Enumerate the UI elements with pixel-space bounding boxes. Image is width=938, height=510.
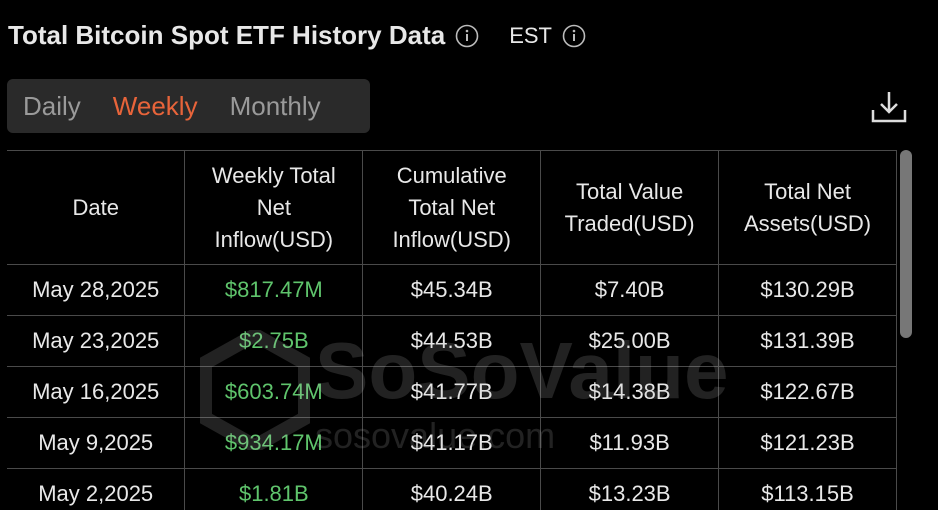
- title: Total Bitcoin Spot ETF History Data: [8, 20, 446, 50]
- table-cell: May 2,2025: [7, 468, 186, 510]
- timezone: EST: [509, 22, 552, 48]
- table-row: May 9,2025 $934.17M $41.17B $11.93B $121.23B: [7, 417, 897, 469]
- table-cell: May 16,2025: [7, 366, 186, 418]
- table-cell: $130.29B: [718, 264, 897, 316]
- table-row: May 23,2025 $2.75B $44.53B $25.00B $131.39B: [7, 315, 897, 367]
- table-cell: $603.74M: [184, 366, 364, 418]
- table-cell: $45.34B: [362, 264, 542, 316]
- column-header: Weekly Total Net Inflow(USD): [184, 150, 364, 265]
- header: Total Bitcoin Spot ETF History Data EST: [8, 20, 586, 51]
- tab-bar: Daily Weekly Monthly: [7, 79, 370, 133]
- table-cell: $934.17M: [184, 417, 364, 469]
- table-cell: $40.24B: [362, 468, 542, 510]
- table-cell: $121.23B: [718, 417, 897, 469]
- info-icon[interactable]: [562, 24, 586, 48]
- table-cell: $1.81B: [184, 468, 364, 510]
- scrollbar[interactable]: [900, 150, 912, 338]
- table-cell: May 9,2025: [7, 417, 186, 469]
- download-button[interactable]: [870, 88, 908, 126]
- table-cell: $44.53B: [362, 315, 542, 367]
- table-row: May 2,2025 $1.81B $40.24B $13.23B $113.15B: [7, 468, 897, 510]
- tab[interactable]: Daily: [23, 90, 81, 121]
- tab[interactable]: Weekly: [112, 90, 198, 121]
- info-icon[interactable]: [455, 24, 479, 48]
- column-header: Cumulative Total Net Inflow(USD): [362, 150, 542, 265]
- header-row: Date Weekly Total Net Inflow(USD) Cumulati…: [7, 150, 897, 265]
- table-cell: $7.40B: [540, 264, 720, 316]
- table-cell: May 28,2025: [7, 264, 186, 316]
- table-cell: $122.67B: [718, 366, 897, 418]
- column-header: Total Value Traded(USD): [540, 150, 720, 265]
- table-cell: $11.93B: [540, 417, 720, 469]
- table-cell: May 23,2025: [7, 315, 186, 367]
- table-cell: $41.17B: [362, 417, 542, 469]
- table-cell: $2.75B: [184, 315, 364, 367]
- table-cell: $41.77B: [362, 366, 542, 418]
- data-table: Date Weekly Total Net Inflow(USD) Cumulati…: [7, 150, 897, 510]
- table-container: Date Weekly Total Net Inflow(USD) Cumulati…: [7, 150, 897, 510]
- column-header: Date: [7, 150, 186, 265]
- table-cell: $113.15B: [718, 468, 897, 510]
- tab[interactable]: Monthly: [229, 90, 321, 121]
- table-row: May 28,2025 $817.47M $45.34B $7.40B $130.29B: [7, 264, 897, 316]
- table-cell: $25.00B: [540, 315, 720, 367]
- column-header: Total Net Assets(USD): [718, 150, 897, 265]
- table-row: May 16,2025 $603.74M $41.77B $14.38B $122.67…: [7, 366, 897, 418]
- table-cell: $817.47M: [184, 264, 364, 316]
- table-cell: $13.23B: [540, 468, 720, 510]
- table-cell: $14.38B: [540, 366, 720, 418]
- table-cell: $131.39B: [718, 315, 897, 367]
